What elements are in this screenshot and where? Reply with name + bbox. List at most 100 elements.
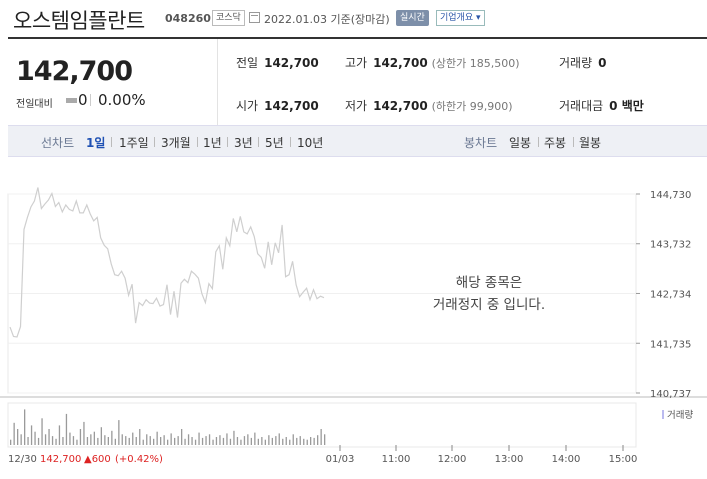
volume-bar bbox=[236, 437, 239, 445]
volume-bar bbox=[160, 437, 162, 445]
stat-upper-limit: (상한가 185,500) bbox=[431, 57, 520, 70]
line-chart-label: 선차트 bbox=[41, 136, 75, 150]
volume-bar bbox=[310, 437, 312, 445]
x-tick-label: 11:00 bbox=[382, 454, 411, 465]
volume-bar bbox=[289, 439, 291, 445]
x-tick-label: 14:00 bbox=[552, 454, 581, 465]
volume-bar bbox=[146, 434, 148, 445]
stat-amount-label: 거래대금 bbox=[559, 99, 604, 113]
volume-bar bbox=[114, 438, 116, 445]
halt-message-line1: 해당 종목은 bbox=[456, 275, 522, 291]
candle-daily[interactable]: 일봉 bbox=[509, 136, 532, 150]
period-10y[interactable]: 10년 bbox=[297, 136, 324, 150]
stock-header: 오스템임플란트 048260 코스닥 2022.01.03 기준(장마감) 실시… bbox=[0, 0, 707, 39]
volume-bar bbox=[313, 437, 315, 445]
period-divider bbox=[538, 137, 539, 147]
change-separator bbox=[90, 94, 91, 106]
volume-bar bbox=[233, 430, 235, 445]
flat-change-icon bbox=[66, 98, 77, 103]
volume-bar bbox=[142, 439, 144, 445]
stat-low-value: 142,700 bbox=[373, 99, 428, 113]
chart-canvas: 144,730 143,732 142,734 141,735 140,737 01/0… bbox=[0, 187, 707, 465]
volume-bar bbox=[100, 427, 102, 445]
stat-volume-label: 거래량 bbox=[559, 56, 593, 70]
volume-bar bbox=[97, 437, 99, 445]
stat-prev-label: 전일 bbox=[236, 56, 259, 70]
volume-bar bbox=[51, 436, 54, 445]
volume-bar bbox=[86, 437, 89, 445]
volume-bar bbox=[24, 409, 26, 445]
volume-bar bbox=[132, 432, 134, 445]
stat-amount: 거래대금 0 백만 bbox=[559, 97, 644, 114]
volume-bar bbox=[215, 437, 218, 445]
volume-bar bbox=[229, 438, 232, 445]
stat-low: 저가 142,700 (하한가 99,900) bbox=[345, 97, 513, 114]
volume-bar bbox=[135, 437, 137, 445]
volume-bar bbox=[27, 437, 29, 445]
volume-bar bbox=[163, 435, 165, 445]
period-3m[interactable]: 3개월 bbox=[161, 136, 191, 150]
y-tick-label: 141,735 bbox=[650, 339, 691, 350]
volume-legend: 거래량 bbox=[667, 409, 693, 421]
candle-monthly[interactable]: 월봉 bbox=[579, 136, 602, 150]
stock-name: 오스템임플란트 bbox=[13, 9, 145, 33]
x-axis: 01/03 11:00 12:00 13:00 14:00 15:00 bbox=[326, 445, 637, 465]
volume-bar bbox=[285, 437, 287, 445]
stat-high-label: 고가 bbox=[345, 56, 368, 70]
period-divider bbox=[258, 137, 259, 147]
volume-bar bbox=[212, 439, 214, 445]
volume-bar bbox=[240, 439, 242, 445]
volume-bar bbox=[58, 425, 61, 445]
volume-bar bbox=[306, 439, 308, 445]
volume-bar bbox=[191, 437, 193, 445]
period-1w[interactable]: 1주일 bbox=[119, 136, 149, 150]
volume-bar bbox=[170, 433, 172, 445]
chart-grid bbox=[0, 193, 707, 448]
volume-bar bbox=[34, 431, 36, 445]
volume-bar bbox=[139, 429, 141, 445]
x-tick-label: 13:00 bbox=[495, 454, 524, 465]
volume-bar bbox=[282, 438, 284, 445]
company-info-dropdown[interactable]: 기업개요 ▾ bbox=[436, 10, 485, 26]
volume-bar bbox=[324, 434, 326, 445]
volume-bar bbox=[292, 434, 294, 445]
change-label: 전일대비 bbox=[16, 99, 53, 110]
stat-volume-value: 0 bbox=[598, 56, 607, 70]
volume-bar bbox=[205, 436, 207, 445]
volume-bar bbox=[125, 436, 127, 445]
period-divider bbox=[197, 137, 198, 147]
x-tick-label: 12:00 bbox=[438, 454, 467, 465]
volume-bar bbox=[69, 432, 71, 445]
stat-prev: 전일 142,700 bbox=[236, 54, 319, 71]
period-1d[interactable]: 1일 bbox=[86, 136, 106, 150]
current-price: 142,700 bbox=[16, 56, 133, 87]
volume-bar bbox=[317, 435, 319, 445]
volume-bar bbox=[177, 436, 179, 445]
base-date: 2022.01.03 기준(장마감) bbox=[264, 13, 390, 26]
volume-bar bbox=[243, 436, 246, 445]
candle-chart-label: 봉차트 bbox=[464, 136, 498, 150]
volume-bar bbox=[111, 430, 113, 445]
candle-weekly[interactable]: 주봉 bbox=[544, 136, 567, 150]
period-1y[interactable]: 1년 bbox=[203, 136, 222, 150]
stat-volume: 거래량 0 bbox=[559, 54, 606, 71]
volume-bar bbox=[44, 434, 47, 445]
calendar-icon bbox=[249, 12, 260, 23]
footer-change: ▲600 bbox=[84, 454, 111, 465]
volume-bar bbox=[261, 437, 263, 445]
period-3y[interactable]: 3년 bbox=[234, 136, 253, 150]
volume-bar bbox=[10, 439, 12, 445]
change-value: 0 bbox=[78, 91, 88, 109]
period-5y[interactable]: 5년 bbox=[265, 136, 284, 150]
realtime-button[interactable]: 실시간 bbox=[396, 10, 429, 26]
x-tick-label: 01/03 bbox=[326, 454, 355, 465]
volume-bar bbox=[90, 434, 92, 445]
stat-amount-value: 0 백만 bbox=[609, 99, 644, 113]
volume-bar bbox=[55, 438, 57, 445]
volume-bar bbox=[37, 437, 40, 445]
volume-bar bbox=[17, 429, 19, 445]
period-bar: 선차트 1일 1주일 3개월 1년 3년 5년 10년 봉차트 일봉 주봉 월봉 bbox=[8, 125, 707, 157]
change-percent: 0.00% bbox=[98, 91, 146, 109]
footer-date: 12/30 bbox=[8, 454, 37, 465]
volume-bar bbox=[79, 429, 82, 445]
